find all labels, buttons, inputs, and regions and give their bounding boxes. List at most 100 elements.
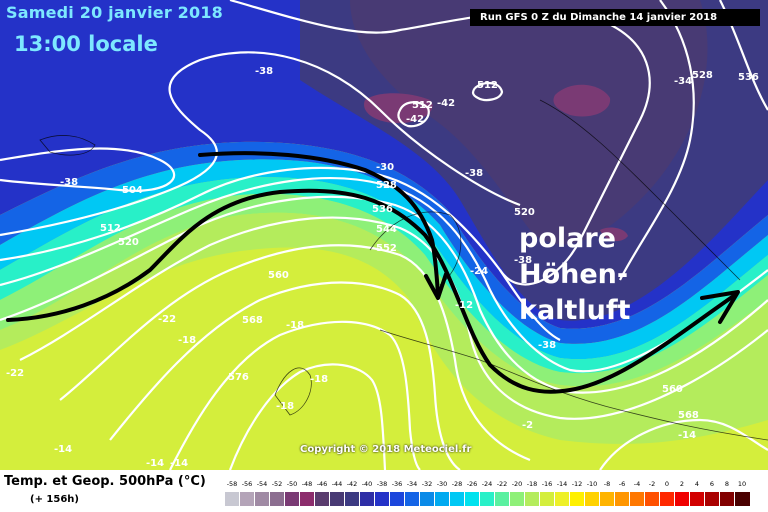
jet-stream-path (6, 188, 737, 394)
temp-label: -18 (178, 335, 196, 346)
scale-swatch (239, 492, 255, 506)
scale-swatch (359, 492, 375, 506)
scale-label: -8 (603, 480, 611, 488)
scale-label: -16 (541, 480, 553, 488)
band-blue (0, 141, 768, 344)
scale-swatch (314, 492, 330, 506)
geo-label: 512 (477, 80, 498, 91)
temp-label: -38 (465, 168, 483, 179)
scale-swatch (614, 492, 630, 506)
scale-label: -54 (256, 480, 268, 488)
temp-label: -38 (60, 177, 78, 188)
scale-label: -36 (391, 480, 403, 488)
temp-label: -42 (406, 114, 424, 125)
scale-label: -18 (526, 480, 538, 488)
coast-scandinavia (369, 211, 462, 286)
temp-label: -24 (470, 266, 488, 277)
scale-label: -14 (556, 480, 568, 488)
temp-label: -38 (514, 255, 532, 266)
geo-label: 520 (514, 207, 535, 218)
forecast-time: 13:00 locale (14, 32, 158, 56)
scale-swatch (494, 492, 510, 506)
scale-label: -26 (466, 480, 478, 488)
geo-label: 528 (692, 70, 713, 81)
scale-label: -50 (286, 480, 298, 488)
scale-swatch (509, 492, 525, 506)
scale-swatch (389, 492, 405, 506)
temp-label: -34 (674, 76, 692, 87)
scale-swatch (674, 492, 690, 506)
scale-swatch (434, 492, 450, 506)
forecast-date: Samedi 20 janvier 2018 (6, 3, 224, 22)
scale-label: -52 (271, 480, 283, 488)
scale-swatch (464, 492, 480, 506)
scale-swatch (284, 492, 300, 506)
temp-label: -14 (678, 430, 696, 441)
model-run-info: Run GFS 0 Z du Dimanche 14 janvier 2018 (470, 9, 760, 26)
coast-britain (274, 367, 312, 416)
scale-label: -20 (511, 480, 523, 488)
temp-label: -22 (158, 314, 176, 325)
scale-swatch (479, 492, 495, 506)
scale-label: 8 (724, 480, 730, 488)
scale-label: -4 (633, 480, 641, 488)
geopotential-isolines (0, 0, 768, 470)
scale-swatch (569, 492, 585, 506)
scale-swatch (374, 492, 390, 506)
temp-label: -18 (286, 320, 304, 331)
temp-label: -38 (255, 66, 273, 77)
temp-label: -42 (437, 98, 455, 109)
scale-label: -44 (331, 480, 343, 488)
isoline-568 (169, 320, 421, 470)
scale-swatch (704, 492, 720, 506)
geo-label: 536 (738, 72, 759, 83)
jet-branch (198, 151, 440, 297)
copyright-notice: Copyright © 2018 Meteociel.fr (300, 444, 472, 455)
coast-iceland (39, 135, 96, 156)
scale-label: -58 (226, 480, 238, 488)
scale-swatch (599, 492, 615, 506)
isoline-560 (109, 281, 461, 470)
geo-label: 520 (118, 237, 139, 248)
scale-label: -40 (361, 480, 373, 488)
scale-label: -10 (586, 480, 598, 488)
temp-label: -14 (146, 458, 164, 469)
scale-label: -22 (496, 480, 508, 488)
temp-label: -22 (6, 368, 24, 379)
geo-label: 528 (376, 180, 397, 191)
jet-stream-arrow (6, 151, 740, 394)
geo-label: 512 (412, 100, 433, 111)
scale-label: -6 (618, 480, 626, 488)
scale-label: -38 (376, 480, 388, 488)
scale-label: -48 (301, 480, 313, 488)
isoline-520 (0, 166, 561, 341)
scale-swatch (344, 492, 360, 506)
annotation-line-2: Höhen- (519, 259, 629, 290)
legend-title: Temp. et Geop. 500hPa (°C) (4, 474, 206, 489)
scale-label: -56 (241, 480, 253, 488)
scale-swatch (404, 492, 420, 506)
coastlines (39, 99, 768, 441)
scale-swatch (329, 492, 345, 506)
scale-swatch (734, 492, 750, 506)
isoline-552 (59, 244, 531, 462)
isoline-536 (0, 195, 768, 394)
geo-label: 544 (376, 224, 397, 235)
scale-label: 6 (709, 480, 715, 488)
cold-pocket-3 (600, 227, 628, 242)
isoline-northeast (619, 0, 695, 281)
band-cyan (0, 177, 768, 374)
scale-swatch (269, 492, 285, 506)
geo-label: 512 (100, 223, 121, 234)
isoline-high-north (229, 0, 651, 286)
jet-arrow-head (700, 290, 740, 324)
geo-label: 568 (678, 410, 699, 421)
scale-label: 10 (737, 480, 747, 488)
scale-swatch (224, 492, 240, 506)
geo-label: 568 (242, 315, 263, 326)
scale-swatch (254, 492, 270, 506)
scale-swatch (524, 492, 540, 506)
annotation-line-3: kaltluft (519, 295, 631, 326)
geo-label: 576 (228, 372, 249, 383)
